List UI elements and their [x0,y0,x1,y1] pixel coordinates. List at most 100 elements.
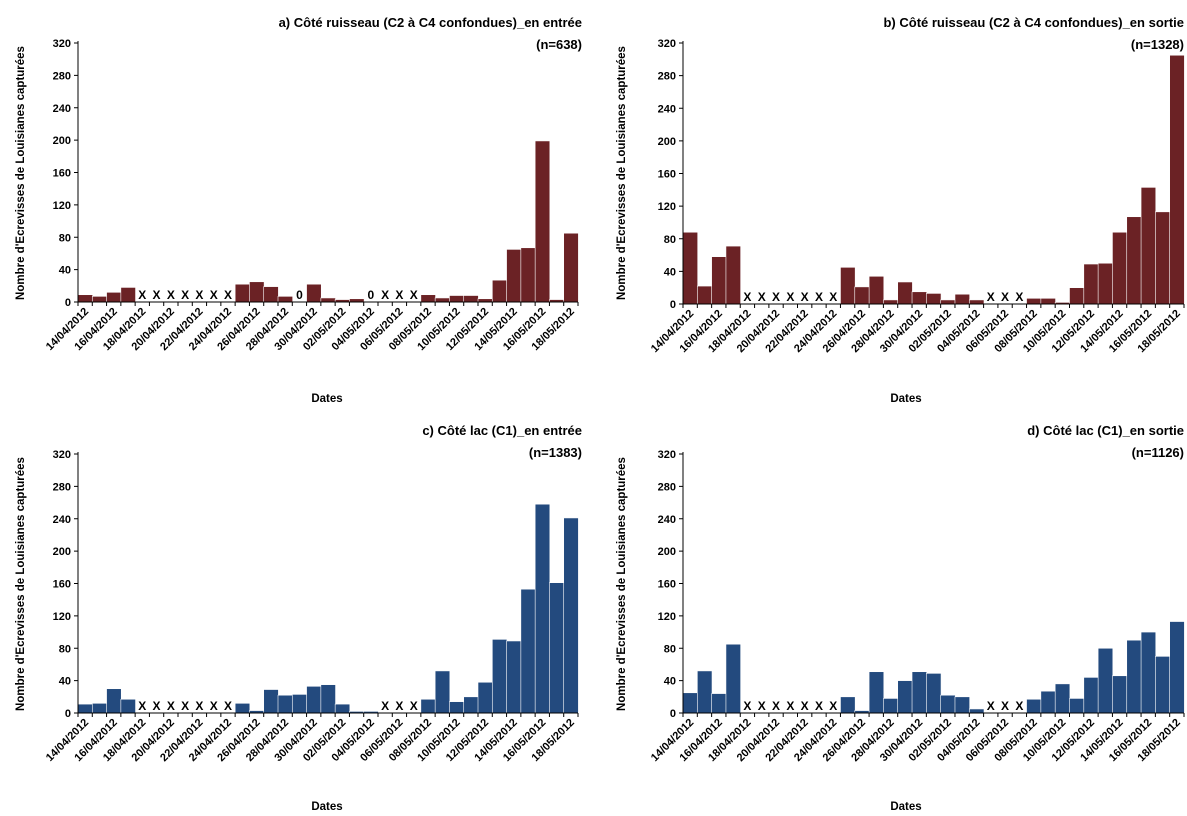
bar [91,702,108,714]
bar [897,680,913,714]
y-axis-label: Nombre d'Ecrevisses de Louisianes captur… [15,457,27,711]
bar [940,694,956,714]
x-axis-label: Dates [890,393,921,405]
bar-annotation: X [395,699,403,713]
bar-annotation: X [395,288,403,302]
bar [883,698,899,714]
bar-annotation: X [987,699,995,713]
bar-annotation: X [138,288,146,302]
bar [520,247,536,303]
bar [491,279,508,303]
chart-b: b) Côté ruisseau (C2 à C4 confondues)_en… [616,15,1185,405]
bar [563,232,579,303]
bar [1097,647,1114,714]
bar [463,696,479,714]
bar [306,283,322,303]
y-axis-label: Nombre d'Ecrevisses de Louisianes captur… [616,46,628,300]
y-tick-label: 120 [658,611,676,623]
x-axis-label: Dates [311,393,342,405]
bar [506,249,522,303]
bar [320,684,336,714]
bar [1126,216,1142,305]
bar-annotation: X [743,290,751,304]
bar [682,231,699,305]
y-tick-label: 280 [53,481,71,493]
bar [1112,231,1128,305]
bar-annotation: X [1015,699,1023,713]
bar [434,297,451,303]
bar [897,281,913,305]
bar-annotation: X [381,288,389,302]
y-tick-label: 200 [53,135,71,147]
bar-annotation: X [815,699,823,713]
bar-annotation: X [786,699,794,713]
bar [120,287,136,303]
y-tick-label: 320 [53,449,71,461]
y-tick-label: 0 [65,297,71,309]
bar-annotation: X [181,699,189,713]
bar-annotation: X [410,699,418,713]
bar [697,670,713,714]
bar [868,671,885,714]
chart-subtitle: (n=638) [536,37,582,52]
bar [840,696,856,714]
bar-annotation: X [224,699,232,713]
bar [520,588,536,714]
bar [277,296,293,303]
bar-annotation: X [224,288,232,302]
y-tick-label: 40 [59,265,71,277]
bar-annotation: X [801,290,809,304]
y-tick-label: 200 [658,546,676,558]
bar-annotation: X [181,288,189,302]
chart-subtitle: (n=1328) [1131,37,1184,52]
bar [434,670,451,714]
chart-c: c) Côté lac (C1)_en entrée (n=1383) Nomb… [15,423,582,813]
bar-annotation: X [772,699,780,713]
bar [534,503,551,714]
y-tick-label: 80 [59,232,71,244]
bar [263,286,279,303]
y-tick-label: 200 [53,546,71,558]
bar [320,297,336,303]
bar-annotation: X [758,290,766,304]
bar [277,694,293,714]
bar [563,517,579,714]
bar [1026,297,1042,305]
bar-annotation: X [210,699,218,713]
bar [725,643,741,714]
bar-annotation: X [1001,290,1009,304]
bar [697,285,713,305]
bar [968,708,985,714]
y-axis-label: Nombre d'Ecrevisses de Louisianes captur… [616,457,628,711]
bar [291,694,308,714]
bar-annotation: X [381,699,389,713]
bar [840,266,856,305]
bar [420,294,436,303]
bar-annotation: X [1001,699,1009,713]
bar [234,702,251,714]
y-tick-label: 240 [658,103,676,115]
bar [682,692,699,714]
bar [883,299,899,305]
y-tick-label: 120 [53,611,71,623]
y-tick-label: 0 [670,708,676,720]
bar [1054,683,1071,714]
bar-annotation: X [195,288,203,302]
y-tick-label: 40 [664,266,676,278]
plot-area: 0408012016020024028032014/04/201216/04/2… [44,38,579,353]
bar [1069,287,1085,305]
bar [868,275,885,305]
bar [968,299,985,305]
bar-annotation: X [167,288,175,302]
chart-subtitle: (n=1126) [1132,445,1184,460]
bar-annotation: X [138,699,146,713]
y-tick-label: 240 [658,514,676,526]
y-tick-label: 40 [664,676,676,688]
bar [954,696,970,714]
bar-annotation: X [167,699,175,713]
bar [926,673,942,714]
bar [711,693,727,714]
bar [1069,698,1085,714]
chart-panel-d: d) Côté lac (C1)_en sortie (n=1126) Nomb… [594,408,1187,816]
y-tick-label: 80 [664,643,676,655]
